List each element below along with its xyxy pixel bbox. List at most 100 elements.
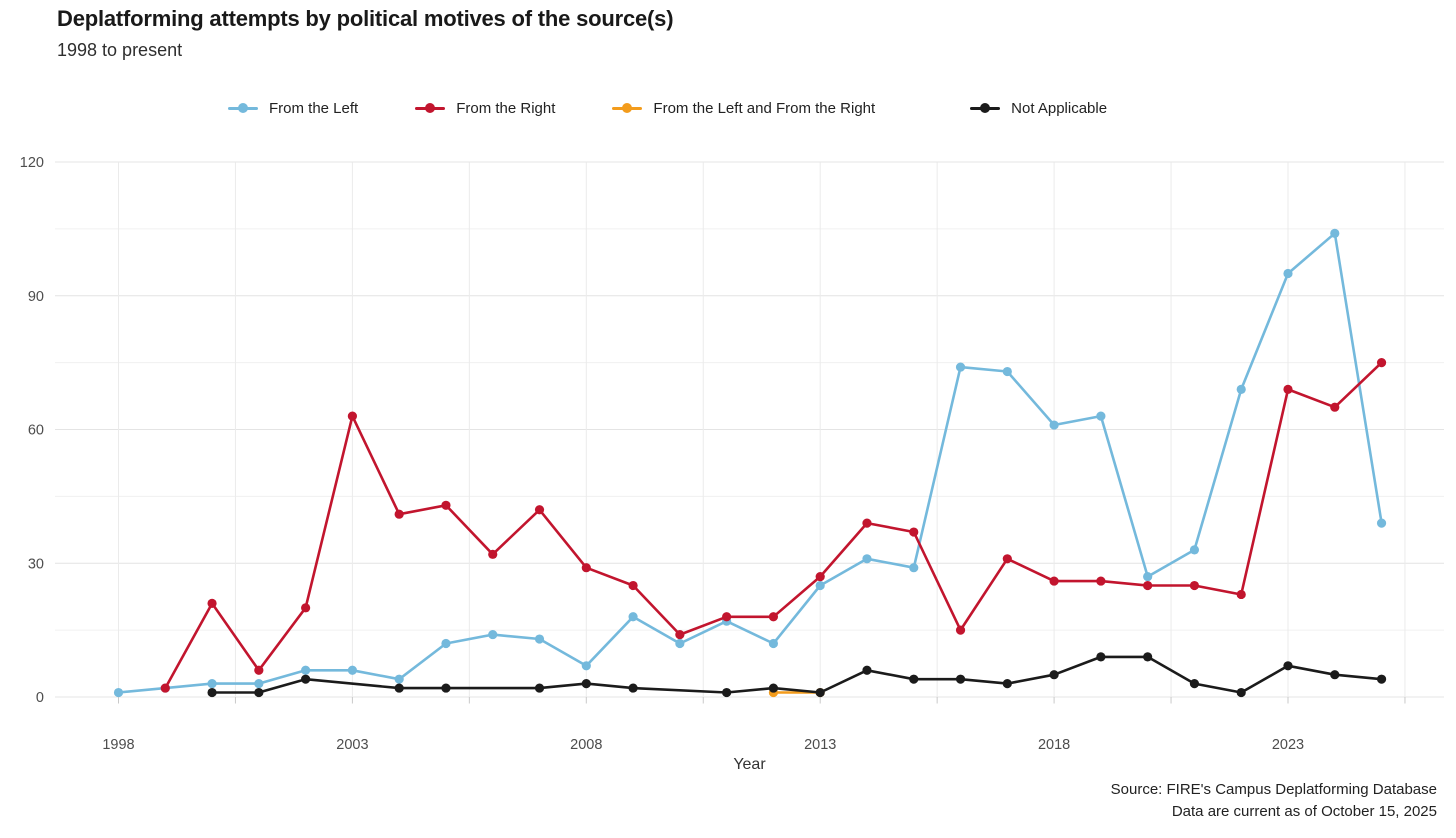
data-point-marker xyxy=(722,687,732,698)
data-point-marker xyxy=(113,687,124,698)
y-tick-label: 120 xyxy=(20,155,44,171)
data-point-marker xyxy=(909,563,919,573)
data-point-marker xyxy=(815,580,825,591)
data-point-marker xyxy=(768,612,779,622)
legend-label: From the Right xyxy=(456,99,556,117)
data-point-marker xyxy=(347,411,357,421)
x-axis-title: Year xyxy=(733,756,766,773)
series-line-from-the-left xyxy=(117,232,1383,694)
data-point-marker xyxy=(815,572,825,582)
x-tick-label: 2018 xyxy=(1038,737,1070,753)
data-point-marker xyxy=(1236,384,1246,394)
legend-line-swatch xyxy=(228,103,258,113)
data-point-marker xyxy=(722,612,732,622)
data-point-marker xyxy=(1049,420,1059,430)
legend-item-from-the-right: From the Right xyxy=(415,100,555,117)
legend-marker-dot-icon xyxy=(238,103,248,113)
data-point-marker xyxy=(394,674,404,684)
legend-line-swatch xyxy=(970,103,1001,113)
data-point-marker xyxy=(394,683,404,693)
chart-legend: From the Left From the Right From the Left… xyxy=(228,96,1107,120)
data-point-marker xyxy=(862,518,872,528)
data-point-marker xyxy=(675,638,685,649)
data-point-marker xyxy=(254,687,264,698)
data-point-marker xyxy=(534,505,545,515)
source-note: Source: FIRE's Campus Deplatforming Data… xyxy=(537,779,1437,823)
source-line-2: Data are current as of October 15, 2025 xyxy=(1171,803,1437,820)
data-point-marker xyxy=(1189,545,1200,555)
data-point-marker xyxy=(675,629,685,640)
data-point-marker xyxy=(581,679,591,689)
data-point-marker xyxy=(955,362,966,372)
data-point-marker xyxy=(1376,518,1387,528)
data-point-marker xyxy=(160,683,170,693)
data-point-marker xyxy=(815,687,825,698)
data-point-marker xyxy=(581,563,591,573)
data-point-marker xyxy=(254,679,264,689)
data-point-marker xyxy=(581,661,591,671)
data-point-marker xyxy=(1049,670,1059,680)
source-line-1: Source: FIRE's Campus Deplatforming Data… xyxy=(1110,781,1437,798)
data-point-marker xyxy=(909,527,919,537)
data-point-marker xyxy=(1049,576,1059,586)
data-point-marker xyxy=(1330,670,1340,680)
legend-marker-dot-icon xyxy=(425,103,436,113)
data-point-marker xyxy=(488,629,498,640)
data-point-marker xyxy=(1236,589,1246,600)
data-point-marker xyxy=(1096,576,1106,586)
data-point-marker xyxy=(909,674,919,684)
data-point-marker xyxy=(862,554,872,564)
data-point-marker xyxy=(1143,572,1153,582)
legend-item-from-the-left: From the Left xyxy=(228,100,358,117)
data-point-marker xyxy=(955,625,966,635)
y-tick-label: 30 xyxy=(28,556,44,572)
data-point-marker xyxy=(1002,366,1012,377)
data-point-marker xyxy=(207,598,217,608)
data-point-marker xyxy=(488,549,498,559)
data-point-marker xyxy=(1002,554,1012,564)
page-title: Deplatforming attempts by political moti… xyxy=(57,6,674,31)
data-point-marker xyxy=(1143,580,1153,591)
legend-line-swatch xyxy=(415,103,446,113)
data-point-marker xyxy=(1376,674,1387,684)
data-point-marker xyxy=(534,634,545,644)
data-point-marker xyxy=(394,509,404,519)
data-point-marker xyxy=(441,500,451,510)
x-tick-label: 2013 xyxy=(804,737,836,753)
data-point-marker xyxy=(1189,679,1200,689)
legend-line-swatch xyxy=(612,103,643,113)
data-point-marker xyxy=(1143,652,1153,662)
data-point-marker xyxy=(1096,652,1106,662)
series-line-not-applicable xyxy=(210,655,1383,694)
x-tick-label: 2023 xyxy=(1272,737,1304,753)
x-tick-label: 2003 xyxy=(336,737,368,753)
data-point-marker xyxy=(628,683,638,693)
data-point-marker xyxy=(1283,384,1293,394)
data-point-marker xyxy=(534,683,545,693)
legend-item-from-the-left-and-from-the-right: From the Left and From the Right xyxy=(612,100,875,117)
data-point-marker xyxy=(955,674,966,684)
legend-label: From the Left and From the Right xyxy=(653,99,876,117)
data-point-marker xyxy=(301,603,311,613)
data-point-marker xyxy=(768,638,779,649)
data-point-marker xyxy=(862,665,872,675)
data-point-marker xyxy=(1096,411,1106,421)
data-point-marker xyxy=(1002,679,1012,689)
data-point-marker xyxy=(301,665,311,675)
data-point-marker xyxy=(768,683,779,693)
data-point-marker xyxy=(1330,402,1340,412)
x-tick-label: 1998 xyxy=(102,737,134,753)
data-point-marker xyxy=(207,679,217,689)
legend-label: From the Left xyxy=(269,99,359,117)
data-point-marker xyxy=(1283,661,1293,671)
data-point-marker xyxy=(628,612,638,622)
data-point-marker xyxy=(301,674,311,684)
data-point-marker xyxy=(1189,580,1200,591)
y-tick-label: 90 xyxy=(28,289,44,305)
data-point-marker xyxy=(441,683,451,693)
page-subtitle: 1998 to present xyxy=(57,40,183,60)
legend-item-not-applicable: Not Applicable xyxy=(970,100,1107,117)
y-tick-label: 60 xyxy=(28,423,44,439)
data-point-marker xyxy=(441,638,451,649)
